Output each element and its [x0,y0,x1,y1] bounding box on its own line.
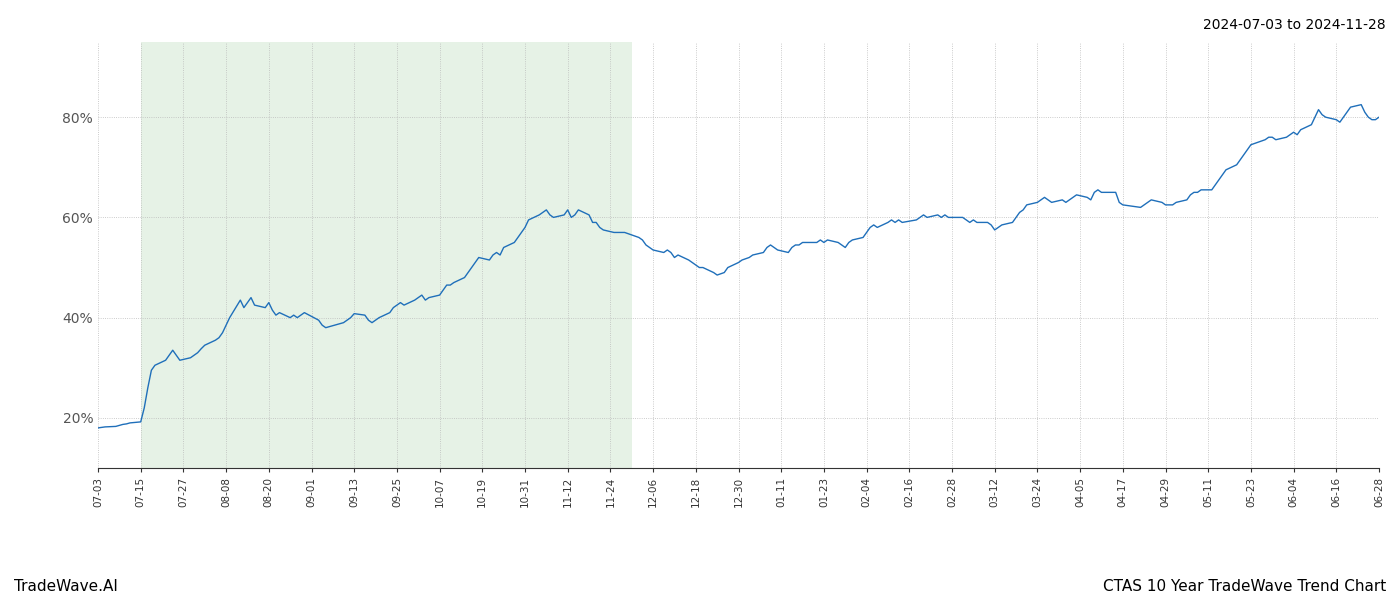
Bar [140,42,631,468]
Text: TradeWave.AI: TradeWave.AI [14,579,118,594]
Text: CTAS 10 Year TradeWave Trend Chart: CTAS 10 Year TradeWave Trend Chart [1103,579,1386,594]
Text: 2024-07-03 to 2024-11-28: 2024-07-03 to 2024-11-28 [1204,18,1386,32]
